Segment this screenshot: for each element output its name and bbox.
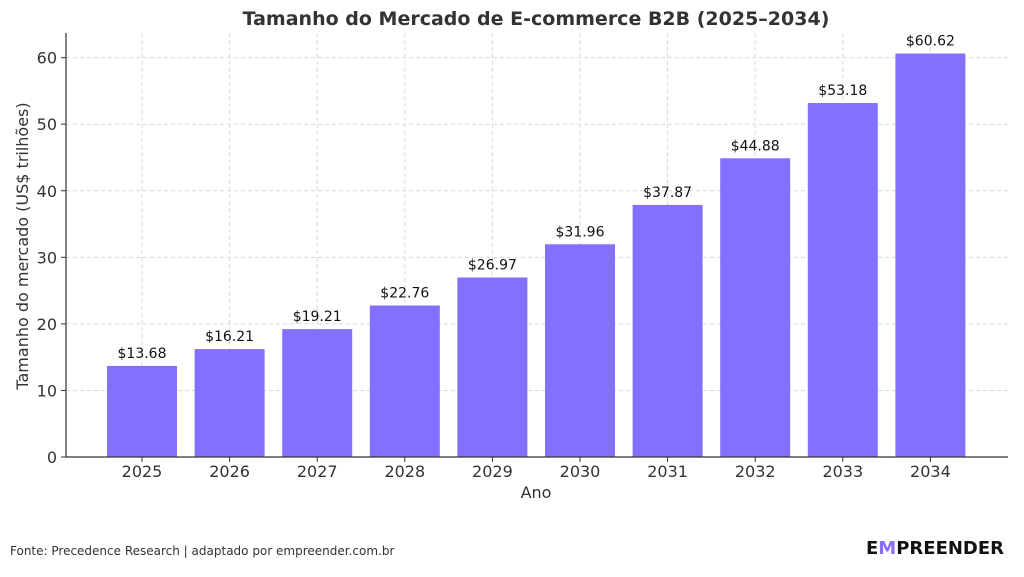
- y-tick-label: 50: [37, 115, 57, 134]
- data-label-2032: $44.88: [731, 138, 780, 154]
- bar-2028: [369, 305, 440, 457]
- data-label-2030: $31.96: [556, 224, 605, 240]
- x-tick-label: 2030: [560, 462, 601, 481]
- y-tick-label: 0: [47, 448, 57, 467]
- y-axis-label: Tamanho do mercado (US$ trilhões): [13, 102, 32, 390]
- y-tick-label: 30: [37, 248, 57, 267]
- x-tick-label: 2033: [822, 462, 863, 481]
- data-label-2028: $22.76: [380, 286, 429, 302]
- bar-2032: [720, 158, 791, 457]
- x-tick-label: 2029: [472, 462, 513, 481]
- x-tick-label: 2026: [209, 462, 250, 481]
- bar-2031: [632, 204, 703, 457]
- y-tick-label: 10: [37, 381, 57, 400]
- data-label-2025: $13.68: [118, 346, 167, 362]
- x-tick-labels: 2025 2026 2027 2028 2029 2030 2031 2032 2033 2034: [122, 462, 951, 481]
- x-tick-label: 2025: [122, 462, 163, 481]
- x-tick-label: 2028: [384, 462, 425, 481]
- data-label-2029: $26.97: [468, 257, 517, 273]
- data-label-2033: $53.18: [818, 83, 867, 99]
- y-tick-label: 20: [37, 315, 57, 334]
- bars: [107, 53, 966, 458]
- data-label-2026: $16.21: [205, 329, 254, 345]
- logo-letter-e: E: [866, 538, 879, 559]
- source-caption: Fonte: Precedence Research | adaptado po…: [10, 544, 395, 558]
- x-tick-label: 2031: [647, 462, 688, 481]
- brand-logo: EMPREENDER: [866, 538, 1004, 559]
- data-labels: $13.68 $16.21 $19.21 $22.76 $26.97 $31.96 $37.…: [118, 34, 955, 362]
- y-tick-labels: 0 10 20 30 40 50 60: [37, 49, 57, 467]
- bar-2029: [457, 277, 528, 457]
- x-tick-label: 2032: [735, 462, 776, 481]
- x-tick-label: 2034: [910, 462, 951, 481]
- logo-letter-m: M: [878, 538, 897, 559]
- data-label-2034: $60.62: [906, 34, 955, 50]
- bar-2025: [107, 365, 177, 457]
- x-tick-label: 2027: [297, 462, 338, 481]
- bar-2034: [895, 53, 966, 457]
- data-label-2027: $19.21: [293, 309, 342, 325]
- data-label-2031: $37.87: [643, 185, 692, 201]
- logo-text-rest: PREENDER: [896, 538, 1005, 559]
- y-tick-label: 40: [37, 182, 57, 201]
- bar-2027: [282, 329, 353, 457]
- bar-2030: [545, 244, 615, 457]
- bar-2033: [807, 103, 878, 458]
- bar-2026: [194, 349, 265, 457]
- x-axis-label: Ano: [521, 483, 552, 502]
- y-tick-label: 60: [37, 49, 57, 68]
- axes: [61, 33, 1008, 462]
- chart-title: Tamanho do Mercado de E-commerce B2B (20…: [243, 8, 830, 30]
